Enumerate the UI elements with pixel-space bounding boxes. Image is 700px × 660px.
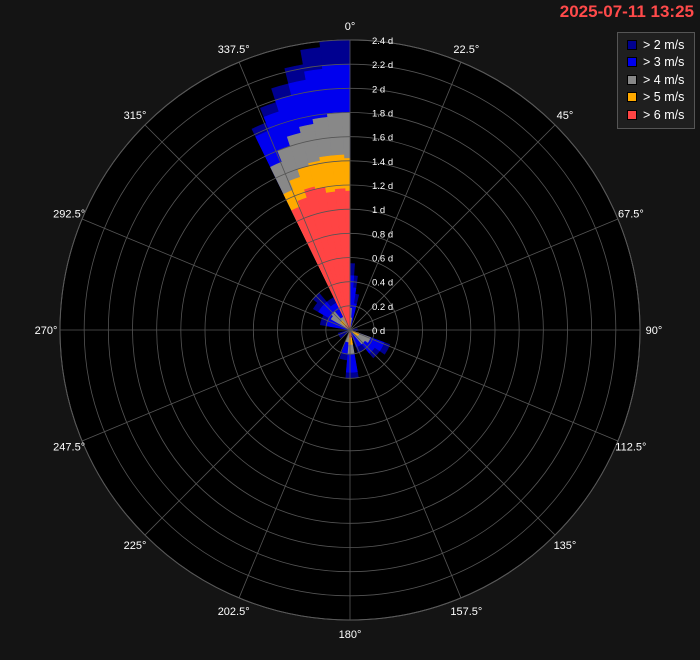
bar-6ms-2	[304, 186, 351, 331]
bar-2ms-16	[337, 329, 351, 339]
legend-item-1: > 3 m/s	[618, 54, 694, 72]
angle-label-0: 0°	[345, 21, 356, 33]
legend-swatch-1	[627, 57, 637, 68]
legend-swatch-4	[627, 109, 637, 120]
angle-label-6: 135°	[554, 540, 577, 552]
angle-label-3: 67.5°	[618, 209, 644, 221]
legend-swatch-2	[627, 74, 637, 85]
grid-spoke-13	[81, 218, 351, 331]
bar-5ms-8	[349, 329, 360, 336]
radial-tick-label-10: 2 d	[372, 84, 385, 95]
legend-item-4: > 6 m/s	[618, 106, 694, 124]
radial-tick-label-7: 1.4 d	[372, 157, 393, 168]
bar-6ms-5	[334, 188, 351, 331]
angle-label-14: 315°	[124, 110, 147, 122]
grid-spoke-1	[349, 61, 462, 331]
bar-3ms-9	[349, 303, 357, 331]
grid-spoke-2	[349, 124, 556, 331]
legend-swatch-0	[627, 39, 637, 50]
timestamp: 2025-07-11 13:25	[559, 2, 694, 21]
grid-spoke-5	[349, 329, 619, 442]
radial-tick-label-12: 2.4 d	[372, 36, 393, 47]
radial-tick-label-5: 1 d	[372, 205, 385, 216]
legend-label-4: > 6 m/s	[643, 107, 685, 122]
grid-spoke-10	[144, 329, 351, 536]
angle-label-9: 202.5°	[218, 606, 250, 618]
angle-label-5: 112.5°	[615, 441, 646, 453]
legend-label-3: > 5 m/s	[643, 90, 685, 105]
legend-item-2: > 4 m/s	[618, 71, 694, 89]
legend-label-2: > 4 m/s	[643, 72, 685, 87]
angle-label-4: 90°	[646, 325, 663, 337]
radial-tick-label-4: 0.8 d	[372, 229, 393, 240]
angle-label-1: 22.5°	[453, 44, 479, 56]
radial-tick-label-11: 2.2 d	[372, 60, 393, 71]
angle-label-2: 45°	[557, 110, 574, 122]
grid-spoke-9	[238, 329, 351, 599]
angle-label-8: 180°	[339, 629, 362, 641]
radial-tick-label-3: 0.6 d	[372, 254, 393, 265]
legend: > 2 m/s > 3 m/s > 4 m/s > 5 m/s > 6 m/s	[617, 32, 695, 129]
legend-label-0: > 2 m/s	[643, 37, 685, 52]
grid-spoke-15	[238, 61, 351, 331]
radial-tick-label-2: 0.4 d	[372, 278, 393, 289]
grid-spoke-3	[349, 218, 619, 331]
angle-label-13: 292.5°	[53, 209, 85, 221]
legend-item-0: > 2 m/s	[618, 36, 694, 54]
radial-tick-label-1: 0.2 d	[372, 302, 393, 313]
angle-label-10: 225°	[124, 540, 147, 552]
radial-tick-label-9: 1.8 d	[372, 109, 393, 120]
angle-label-15: 337.5°	[218, 44, 250, 56]
radial-tick-label-0: 0 d	[372, 326, 385, 337]
radial-tick-label-8: 1.6 d	[372, 133, 393, 144]
grid-spoke-6	[349, 329, 556, 536]
radial-tick-label-6: 1.2 d	[372, 181, 393, 192]
grid-spoke-14	[144, 124, 351, 331]
legend-item-3: > 5 m/s	[618, 89, 694, 107]
legend-swatch-3	[627, 92, 637, 103]
angle-label-7: 157.5°	[450, 606, 482, 618]
grid-spoke-7	[349, 329, 462, 599]
angle-label-11: 247.5°	[53, 441, 85, 453]
angle-label-12: 270°	[35, 325, 58, 337]
legend-label-1: > 3 m/s	[643, 55, 685, 70]
grid-spoke-11	[81, 329, 351, 442]
